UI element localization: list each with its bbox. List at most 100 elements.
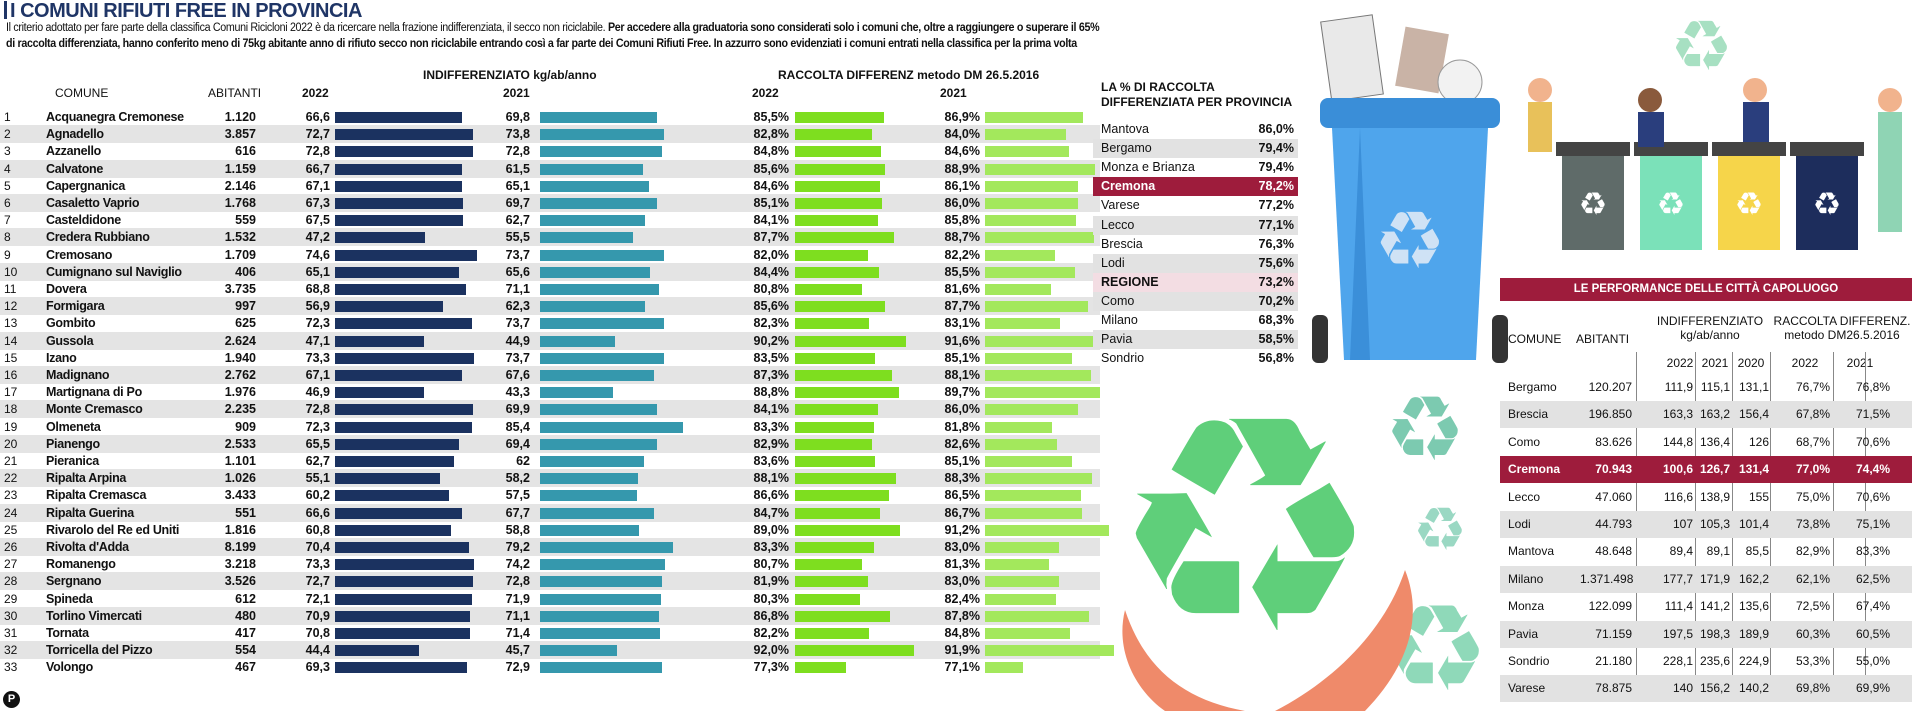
capo-racc-2022: 82,9% [1795,544,1830,559]
rank-cell: 16 [4,368,18,382]
rank-cell: 21 [4,454,18,468]
capo-indiff-2021: 138,9 [1699,489,1730,504]
capo-racc-2021: 70,6% [1855,434,1890,449]
capo-header-racc-2: metodo DM26.5.2016 [1784,328,1900,342]
rank-cell: 17 [4,385,18,400]
indiff-2021-value: 65,1 [505,178,530,193]
capo-city: Pavia [1508,626,1539,641]
racc-2021-value: 87,8% [944,608,980,623]
comune-name-cell: Ripalta Guerina [46,505,134,520]
rank-cell: 5 [4,178,11,193]
indiff-2022-value: 72,3 [305,419,330,434]
racc-2021-bar [985,421,1053,433]
abitanti-cell: 2.533 [224,436,256,451]
province-table: LA % DI RACCOLTA DIFFERENZIATA PER PROVI… [1093,80,1298,365]
indiff-2021-bar [540,387,613,399]
comune-name-cell: Martignana di Po [46,385,142,400]
capo-indiff-2021: 163,2 [1699,407,1730,422]
racc-2022-value: 81,9% [753,574,789,589]
table-row: 25 Rivarolo del Re ed Uniti 1.816 60,8 58,8 8… [0,521,1110,539]
capo-row: Pavia 71.159 197,5 198,3 189,9 60,3% 60,5% [1500,620,1912,648]
racc-2022-bar [795,507,881,519]
comune-name-cell: Madignano [46,368,110,382]
table-row: 1 Acquanegra Cremonese 1.120 66,6 69,8 85,5% 8… [0,108,1100,126]
racc-2022-bar [795,215,878,227]
racc-2022-value: 85,5% [753,110,789,124]
racc-2021-value: 81,6% [944,282,980,296]
capo-indiff-2020: 189,9 [1738,626,1769,641]
capo-indiff-2020: 101,4 [1738,517,1769,531]
racc-2021-value: 77,1% [944,660,980,675]
province-row: REGIONE 73,2% [1093,272,1298,292]
rank-cell: 3 [4,144,11,159]
province-value: 77,1% [1258,217,1294,232]
capo-header-abitanti: ABITANTI [1576,332,1630,346]
racc-2022-value: 89,0% [753,522,789,537]
racc-2021-value: 86,0% [944,196,980,210]
capo-header-racc-1: RACCOLTA DIFFERENZ. [1773,314,1911,328]
capo-indiff-2021: 235,6 [1699,654,1730,668]
racc-2021-value: 84,6% [944,144,980,159]
table-row: 17 Martignana di Po 1.976 46,9 43,3 88,8% 89,7… [0,383,1101,401]
abitanti-cell: 467 [235,660,256,675]
racc-2021-value: 82,6% [944,436,980,451]
abitanti-cell: 2.624 [224,333,256,348]
capo-city: Lecco [1508,489,1541,504]
indiff-2021-value: 79,2 [505,540,530,554]
province-row: Lodi 75,6% [1093,253,1298,273]
header-comune: COMUNE [55,86,109,100]
racc-2021-value: 91,2% [944,522,980,537]
racc-2022-value: 80,8% [753,282,789,296]
indiff-2022-value: 68,8 [305,282,330,296]
indiff-2022-value: 74,6 [305,247,330,262]
racc-2022-value: 82,0% [753,247,789,262]
indiff-2022-bar [335,335,425,347]
indiff-2022-bar [335,473,440,485]
indiff-2021-value: 72,8 [505,144,530,159]
rank-cell: 26 [4,540,18,554]
hand-left [1122,610,1245,711]
indiff-2021-value: 69,9 [505,402,530,417]
racc-2021-bar [985,610,1089,622]
capo-racc-2021: 70,6% [1855,489,1890,504]
indiff-2021-value: 85,4 [505,419,530,434]
abitanti-cell: 559 [235,213,256,228]
abitanti-cell: 1.709 [224,247,256,262]
bin-navy: ♻ [1790,142,1864,250]
indiff-2022-value: 69,3 [305,660,330,675]
svg-text:♻: ♻ [1813,185,1842,223]
capo-row: Lecco 47.060 116,6 138,9 155 75,0% 70,6% [1500,484,1912,511]
abitanti-cell: 1.976 [224,385,256,400]
indiff-2022-bar [335,593,472,605]
abitanti-cell: 480 [235,608,256,623]
indiff-2022-value: 67,3 [305,196,330,210]
rank-cell: 6 [4,196,11,210]
svg-text:♻: ♻ [1735,185,1764,223]
capo-indiff-2022: 111,4 [1664,599,1693,614]
capo-row: Varese 78.875 140 156,2 140,2 69,8% 69,9% [1500,675,1912,703]
indiff-2021-value: 73,7 [505,316,530,331]
indiff-2022-value: 73,3 [305,350,330,365]
capo-indiff-2022: 197,5 [1662,626,1693,641]
indiff-2022-bar [335,404,474,416]
racc-2022-value: 88,1% [753,471,789,486]
province-name: Brescia [1101,236,1143,251]
comune-name-cell: Casteldidone [46,213,121,228]
indiff-2021-value: 73,7 [505,247,530,262]
intro-plain: Il criterio adottato per fare parte dell… [6,22,606,34]
province-title-2: DIFFERENZIATA PER PROVINCIA [1101,95,1293,109]
rank-cell: 24 [4,505,18,520]
comune-name-cell: Ripalta Cremasca [46,488,147,503]
capo-racc-2022: 73,8% [1795,517,1830,531]
rank-cell: 29 [4,591,18,606]
comune-name-cell: Rivolta d'Adda [46,540,129,554]
hand-right [1275,570,1413,711]
indiff-2022-bar [335,284,466,295]
publisher-logo: P [3,691,20,708]
indiff-2021-bar [540,559,665,571]
indiff-2022-bar [335,610,470,622]
racc-2021-bar [985,559,1050,571]
indiff-2021-bar [540,215,646,227]
rank-cell: 8 [4,230,11,245]
abitanti-cell: 3.857 [224,127,256,142]
